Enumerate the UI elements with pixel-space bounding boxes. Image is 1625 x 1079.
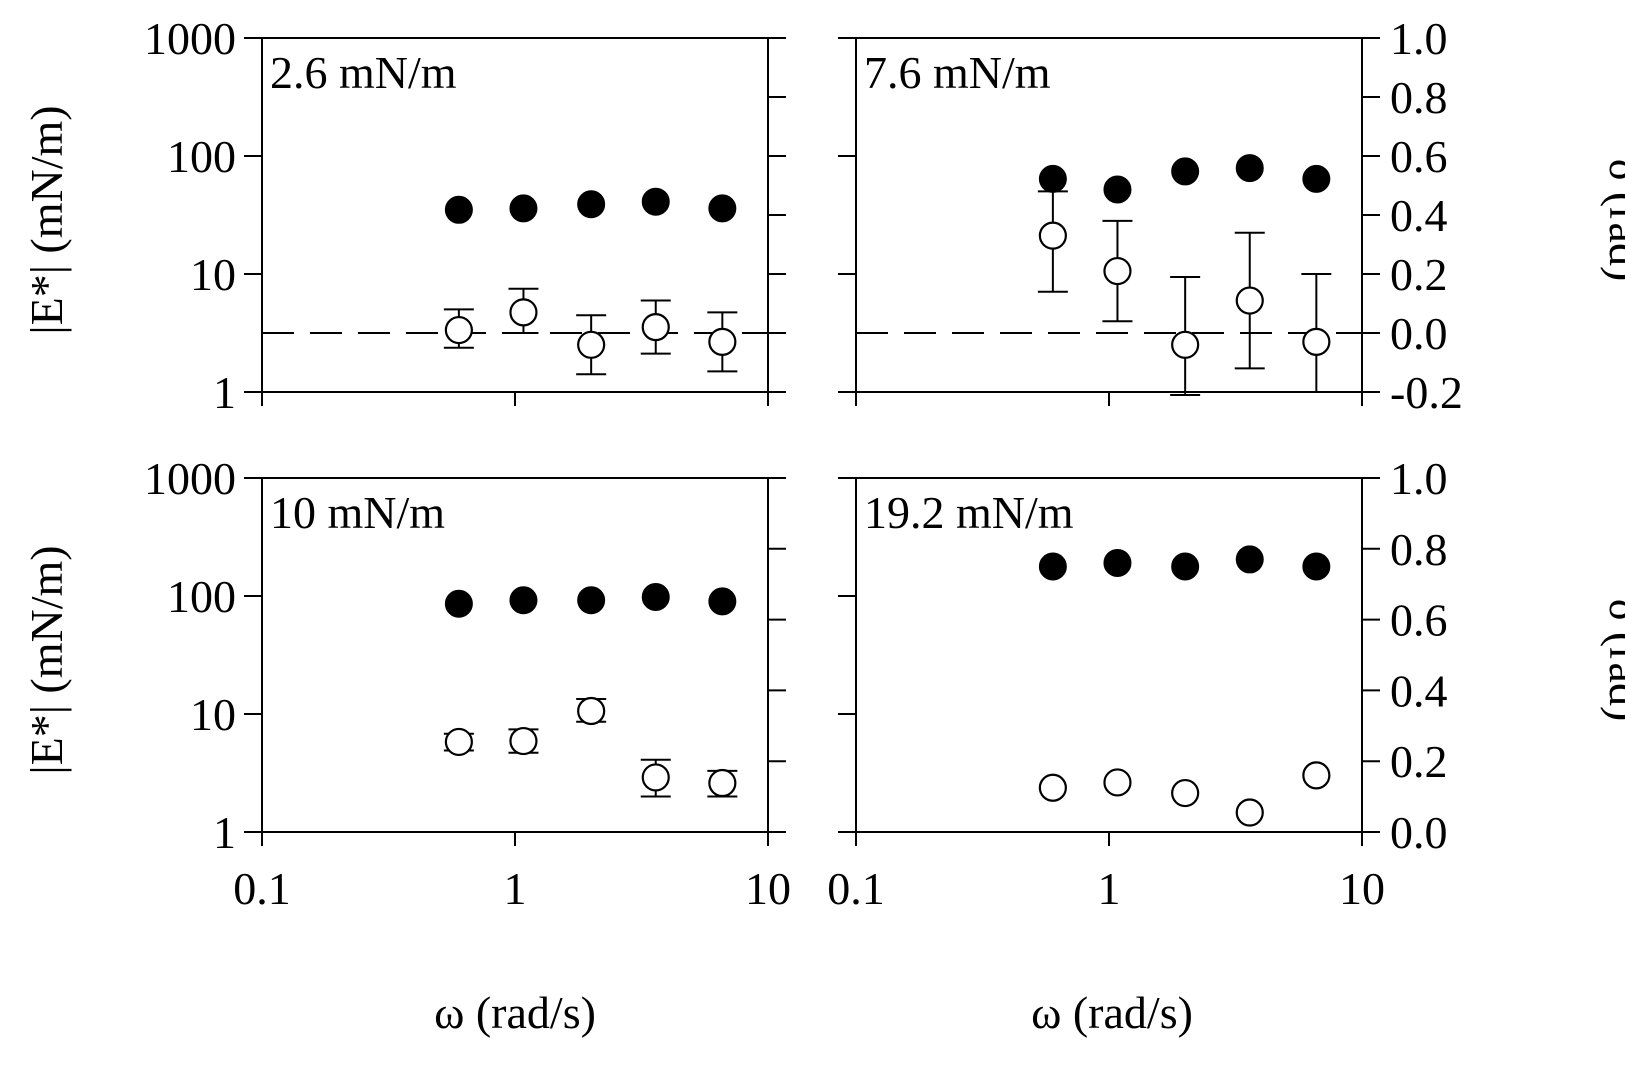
data-point bbox=[1302, 327, 1331, 356]
x-tick-label: 0.1 bbox=[827, 863, 885, 914]
x-tick-label: 10 bbox=[1339, 863, 1385, 914]
data-point bbox=[444, 195, 473, 224]
data-point bbox=[444, 315, 473, 345]
series-phase-angle bbox=[443, 696, 738, 798]
y-right-tick-label: 0.8 bbox=[1390, 524, 1448, 575]
y-right-tick-label: 0.6 bbox=[1390, 131, 1448, 182]
x-tick-label: 0.1 bbox=[233, 863, 291, 914]
data-point bbox=[509, 298, 538, 327]
panel-label: 7.6 mN/m bbox=[864, 47, 1051, 98]
y-left-tick-label: 10 bbox=[190, 249, 236, 300]
data-point bbox=[1103, 768, 1132, 797]
series-phase-angle bbox=[1037, 190, 1332, 396]
data-point bbox=[1038, 221, 1067, 250]
series-phase-angle bbox=[443, 287, 738, 376]
x-tick-label: 10 bbox=[745, 863, 791, 914]
panel-label: 19.2 mN/m bbox=[864, 487, 1074, 538]
y-left-tick-label: 100 bbox=[167, 571, 236, 622]
series-modulus bbox=[1038, 154, 1331, 204]
data-point bbox=[444, 589, 473, 618]
series-modulus bbox=[444, 583, 737, 618]
panel-label: 2.6 mN/m bbox=[270, 47, 457, 98]
y-right-tick-label: 1.0 bbox=[1390, 13, 1448, 64]
y-left-tick-label: 1 bbox=[213, 807, 236, 858]
data-point bbox=[641, 187, 670, 216]
data-point bbox=[708, 587, 737, 616]
xlabel-right: ω (rad/s) bbox=[1031, 987, 1193, 1038]
data-point bbox=[577, 586, 606, 615]
data-point bbox=[641, 763, 670, 792]
data-point bbox=[641, 313, 670, 342]
y-right-tick-label: 0.2 bbox=[1390, 249, 1448, 300]
series-phase-angle bbox=[1038, 761, 1331, 827]
data-point bbox=[509, 586, 538, 615]
y-left-tick-label: 1 bbox=[213, 367, 236, 418]
data-point bbox=[1235, 545, 1264, 574]
data-point bbox=[444, 727, 473, 757]
data-point bbox=[1171, 330, 1200, 359]
ylabel-right-bottom: δ (rad) bbox=[1600, 599, 1625, 722]
ylabel-right-top: δ (rad) bbox=[1600, 159, 1625, 282]
y-left-tick-label: 1000 bbox=[144, 13, 236, 64]
y-right-tick-label: 0.8 bbox=[1390, 72, 1448, 123]
y-right-tick-label: 0.4 bbox=[1390, 665, 1448, 716]
data-point bbox=[1103, 175, 1132, 204]
y-left-tick-label: 1000 bbox=[144, 453, 236, 504]
data-point bbox=[1235, 154, 1264, 183]
data-point bbox=[1235, 798, 1264, 827]
y-right-tick-label: 0.6 bbox=[1390, 595, 1448, 646]
y-left-tick-label: 100 bbox=[167, 131, 236, 182]
panel-1: 1 10 100 1000 2.6 mN/m bbox=[144, 13, 786, 418]
panel-label: 10 mN/m bbox=[270, 487, 445, 538]
data-point bbox=[1302, 552, 1331, 581]
data-point bbox=[1038, 773, 1067, 802]
data-point bbox=[1302, 164, 1331, 193]
data-point bbox=[641, 583, 670, 612]
data-point bbox=[577, 330, 606, 359]
data-point bbox=[1171, 157, 1200, 186]
xlabel-left: ω (rad/s) bbox=[434, 987, 596, 1038]
series-modulus bbox=[1038, 545, 1331, 581]
data-point bbox=[1103, 256, 1132, 286]
series-modulus bbox=[444, 187, 737, 224]
data-point bbox=[1038, 552, 1067, 581]
x-tick-label: 1 bbox=[1098, 863, 1121, 914]
y-right-tick-label: 0.0 bbox=[1390, 308, 1448, 359]
data-point bbox=[509, 194, 538, 223]
data-point bbox=[1171, 552, 1200, 581]
ylabel-left-bottom: |E*| (mN/m) bbox=[21, 545, 72, 774]
data-point bbox=[577, 190, 606, 219]
data-point bbox=[1171, 778, 1200, 808]
y-left-tick-label: 10 bbox=[190, 689, 236, 740]
x-tick-label: 1 bbox=[504, 863, 527, 914]
panel-2: -0.2 0.0 0.2 0.4 0.6 0.8 1.0 7.6 mN/m bbox=[838, 13, 1463, 418]
data-point bbox=[708, 194, 737, 223]
ylabel-left-top: |E*| (mN/m) bbox=[21, 105, 72, 334]
data-point bbox=[708, 768, 737, 798]
data-point bbox=[708, 327, 737, 356]
data-point bbox=[1038, 164, 1067, 193]
data-point bbox=[577, 696, 606, 726]
panel-4: 0.0 0.2 0.4 0.6 0.8 1.0 0.1 1 10 19.2 mN/m bbox=[827, 453, 1447, 914]
y-right-tick-label: -0.2 bbox=[1390, 367, 1463, 418]
data-point bbox=[1235, 286, 1264, 315]
y-right-tick-label: 0.4 bbox=[1390, 190, 1448, 241]
y-right-tick-label: 0.2 bbox=[1390, 736, 1448, 787]
data-point bbox=[1103, 548, 1132, 577]
y-right-tick-label: 0.0 bbox=[1390, 807, 1448, 858]
data-point bbox=[509, 726, 538, 756]
y-right-tick-label: 1.0 bbox=[1390, 453, 1448, 504]
data-point bbox=[1302, 761, 1331, 790]
